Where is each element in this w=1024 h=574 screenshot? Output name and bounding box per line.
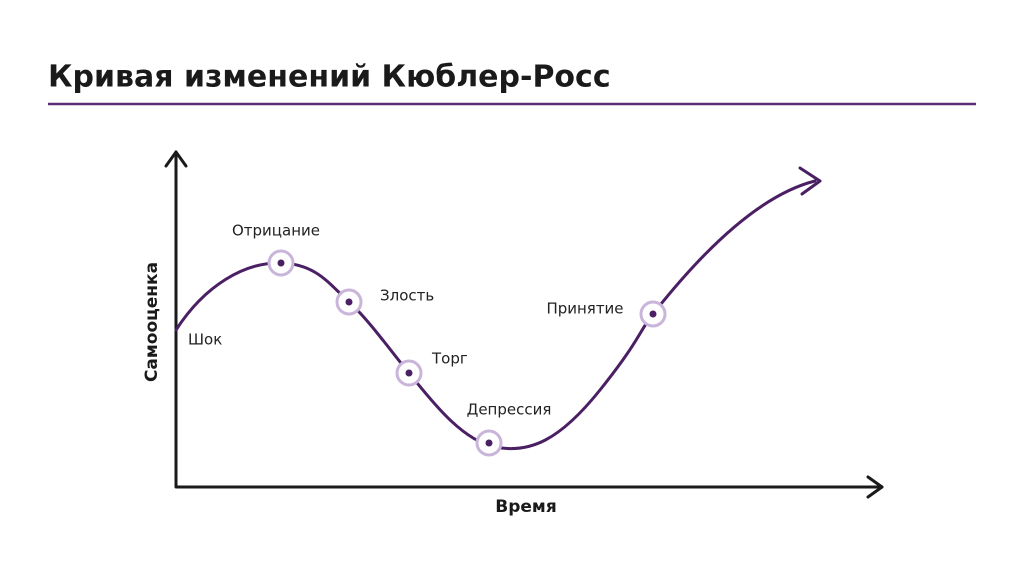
stage-label: Злость	[380, 287, 434, 305]
y-axis-label: Самооценка	[142, 262, 162, 382]
stage-label: Отрицание	[232, 222, 320, 240]
stage-dot	[345, 298, 353, 306]
axes	[164, 150, 884, 499]
stage-dot	[485, 439, 493, 447]
stage-label: Депрессия	[467, 401, 552, 419]
stage-label: Торг	[431, 350, 468, 368]
stage-label: Принятие	[546, 300, 623, 318]
stage-label: Шок	[188, 331, 222, 349]
curve-arrow	[798, 166, 822, 196]
stage-points	[267, 249, 667, 457]
stage-dot	[405, 369, 413, 377]
title: Кривая изменений Кюблер-Росс	[48, 60, 611, 95]
axis-lines	[174, 150, 884, 489]
stage-dot	[649, 310, 657, 318]
x-arrow	[866, 475, 884, 499]
y-arrow	[164, 150, 188, 168]
x-axis-label: Время	[495, 497, 556, 517]
stage-dot	[277, 259, 285, 267]
